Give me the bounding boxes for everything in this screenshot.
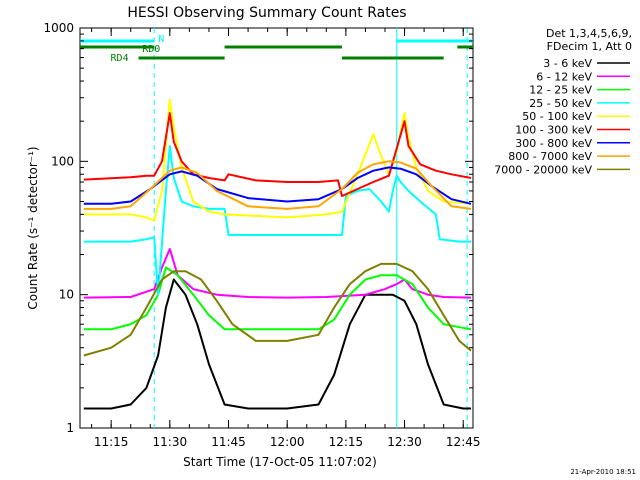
legend-label-6-12-kev: 6 - 12 keV [536, 70, 592, 83]
series-line-100-300-kev [83, 112, 472, 197]
legend-header-detectors: Det 1,3,4,5,6,9, [546, 27, 632, 40]
legend-label-3-6-kev: 3 - 6 keV [543, 57, 592, 70]
legend-label-25-50-kev: 25 - 50 keV [529, 97, 592, 110]
series-line-3-6-kev [83, 278, 471, 410]
series-line-6-12-kev [83, 248, 472, 299]
plot-frame [79, 27, 474, 429]
y-tick-labels: 1 10 100 1000 [43, 21, 74, 435]
x-tick-labels: 11:15 11:30 11:45 12:00 12:15 12:30 12:45 [94, 435, 481, 449]
series-line-800-7000-kev [83, 160, 472, 210]
y-axis-label: Count Rate (s⁻¹ detector⁻¹) [26, 146, 40, 309]
x-tick-label: 11:30 [153, 435, 188, 449]
x-tick-label: 11:15 [94, 435, 129, 449]
x-tick-label: 11:45 [211, 435, 246, 449]
series-line-50-100-kev [83, 98, 472, 222]
x-tick-label: 12:30 [387, 435, 422, 449]
y-tick-label: 1 [66, 421, 74, 435]
flag-label-n: N [158, 34, 164, 45]
series-line-25-50-kev [83, 145, 471, 296]
series-line-7000-20000-kev [83, 262, 472, 357]
x-tick-label: 12:45 [446, 435, 481, 449]
y-tick-label: 10 [59, 288, 74, 302]
legend-label-800-7000-kev: 800 - 7000 keV [508, 150, 592, 163]
legend-label-100-300-kev: 100 - 300 keV [515, 124, 592, 137]
chart-title: HESSI Observing Summary Count Rates [127, 5, 406, 21]
legend-header-decimation: FDecim 1, Att 0 [547, 40, 632, 53]
legend: Det 1,3,4,5,6,9, FDecim 1, Att 0 3 - 6 k… [494, 27, 632, 176]
x-tick-label: 12:15 [329, 435, 364, 449]
footer-timestamp: 21-Apr-2010 18:51 [570, 468, 636, 476]
x-axis-label: Start Time (17-Oct-05 11:07:02) [183, 455, 377, 469]
series-layer [83, 98, 472, 410]
series-line-12-25-kev [83, 266, 472, 331]
flag-label-rd0: RD0 [142, 44, 160, 55]
x-tick-label: 12:00 [270, 435, 305, 449]
legend-label-7000-20000-kev: 7000 - 20000 keV [494, 163, 592, 176]
vertical-markers [153, 28, 468, 428]
legend-label-12-25-kev: 12 - 25 keV [529, 84, 592, 97]
y-tick-label: 100 [51, 154, 74, 168]
legend-label-50-100-kev: 50 - 100 keV [522, 110, 592, 123]
flag-label-rd4: RD4 [111, 53, 129, 64]
y-tick-label: 1000 [43, 21, 74, 35]
axis-ticks [80, 27, 473, 429]
legend-label-300-800-kev: 300 - 800 keV [515, 137, 592, 150]
